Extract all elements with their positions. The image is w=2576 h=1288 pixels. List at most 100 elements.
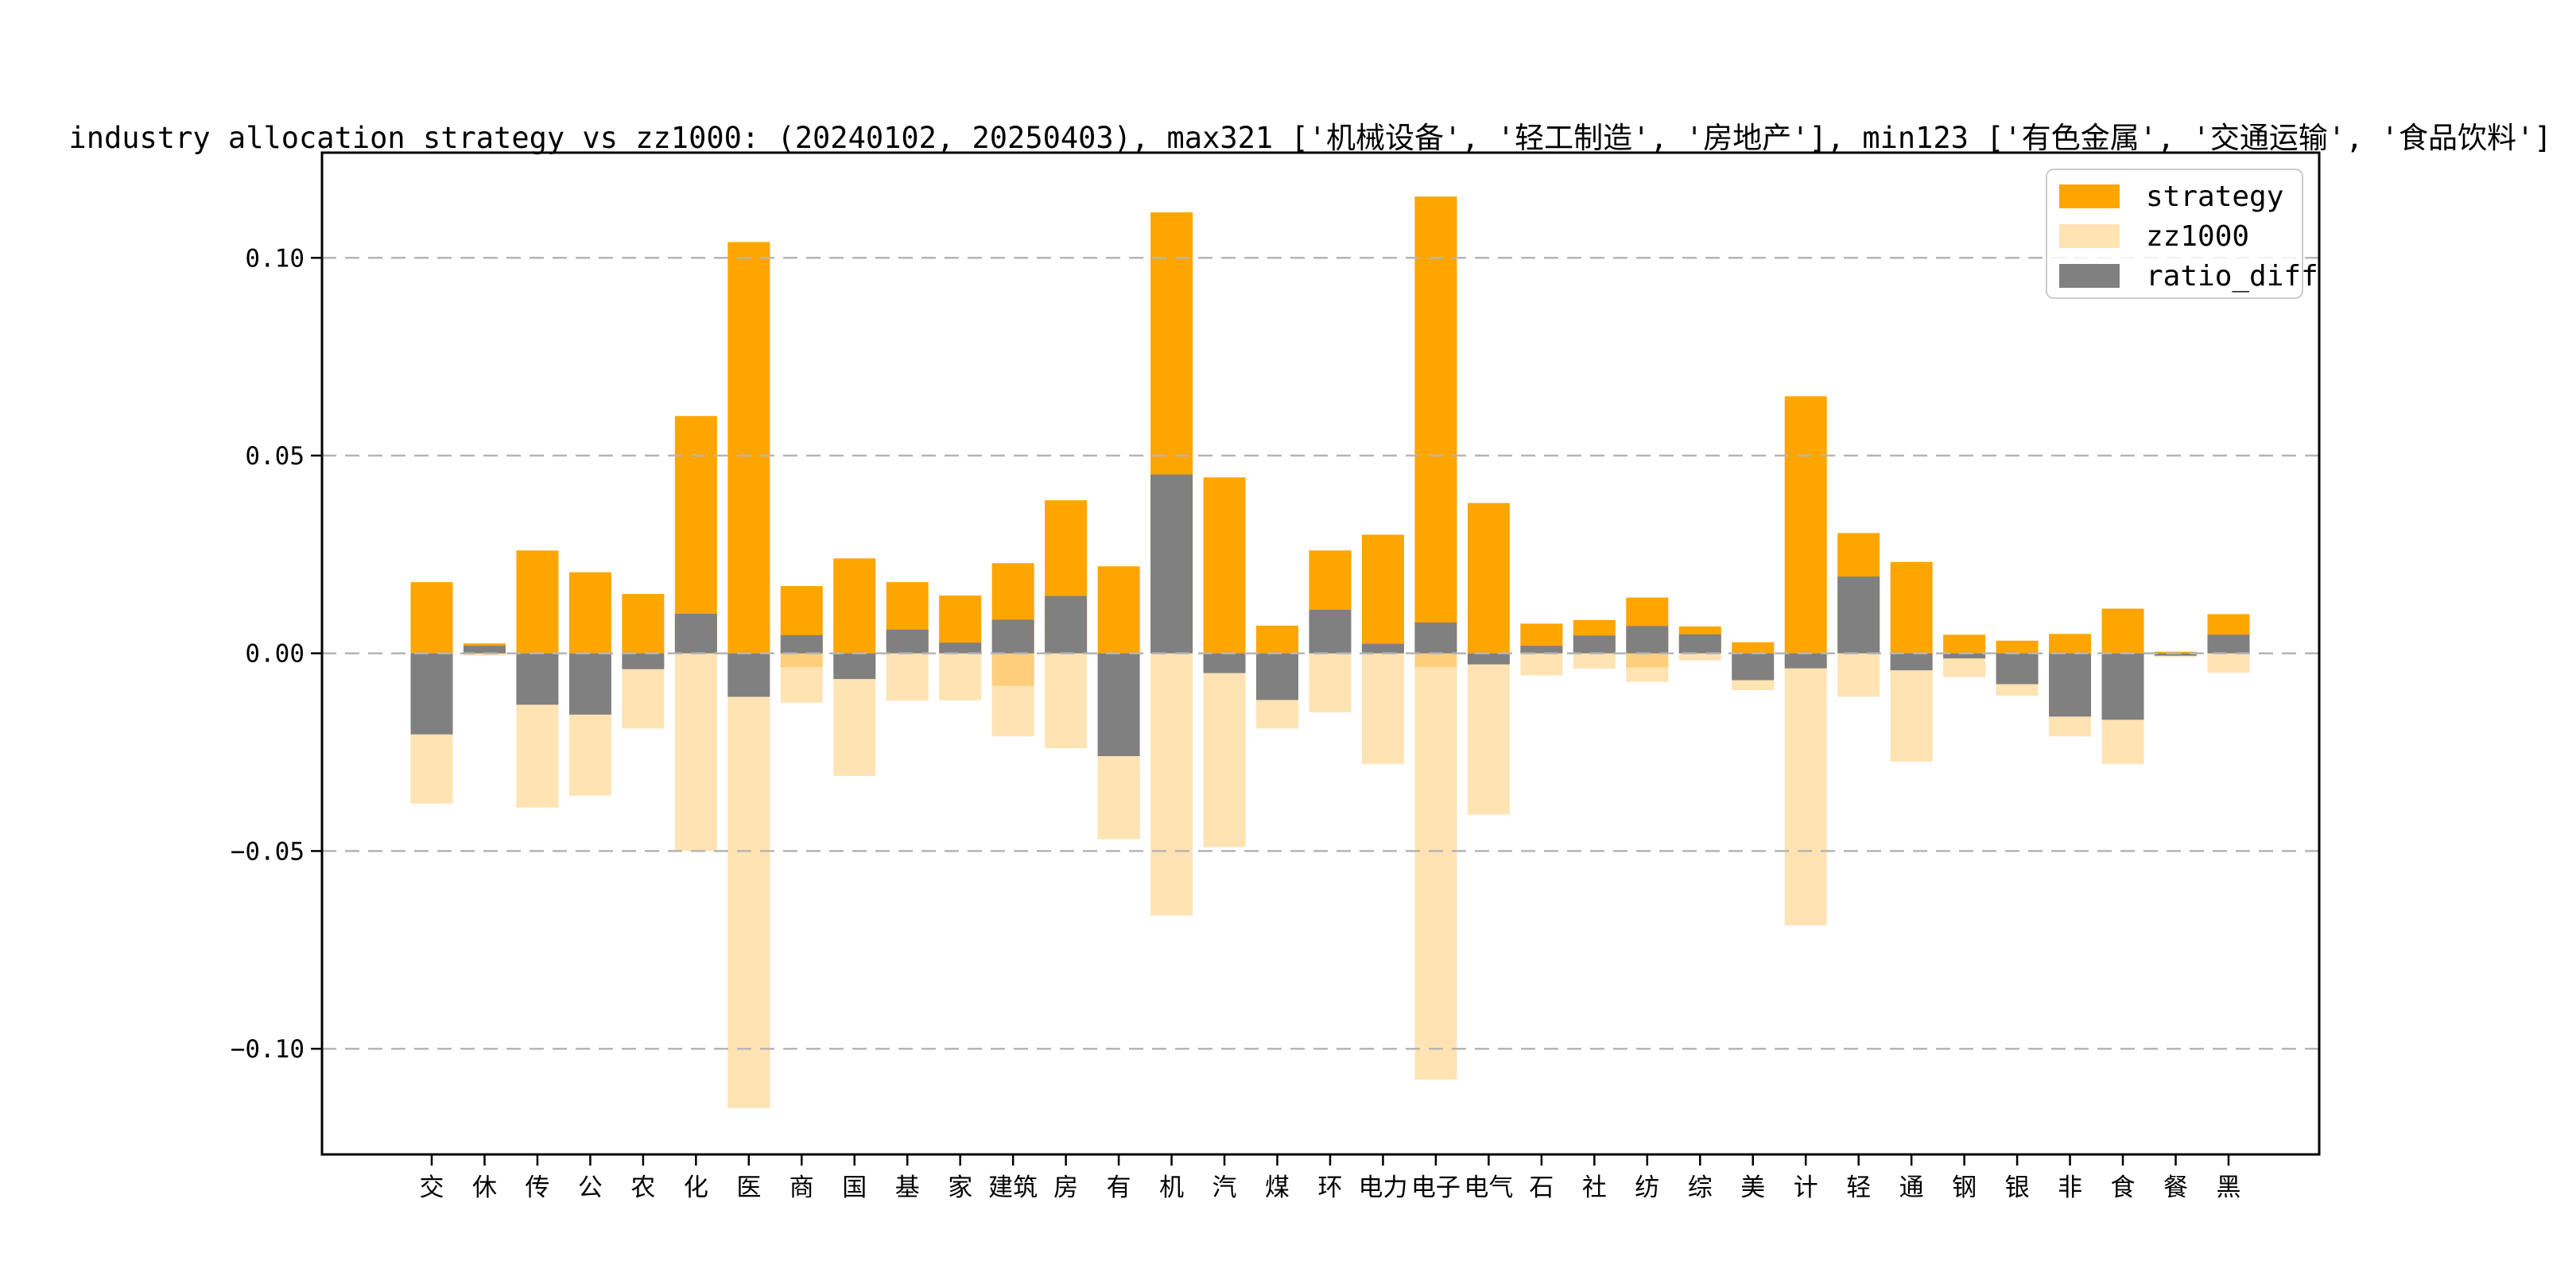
bar-zz1000-通: [1890, 653, 1933, 762]
bar-ratio-diff-餐: [2155, 653, 2198, 656]
bar-strategy-电气: [1467, 502, 1510, 654]
bar-strategy-煤: [1256, 625, 1299, 654]
bar-zz1000-基: [886, 653, 929, 701]
x-tick-label-传: 传: [525, 1174, 549, 1202]
bar-ratio-diff-农: [622, 653, 665, 669]
bar-zz1000-家: [939, 653, 982, 700]
bar-ratio-diff-国: [833, 653, 876, 680]
x-tick-label-建筑: 建筑: [988, 1174, 1038, 1202]
bar-ratio-diff-机: [1150, 474, 1193, 654]
bar-overlap-电子: [1414, 653, 1457, 668]
x-tick-label-机: 机: [1159, 1174, 1184, 1202]
bar-zz1000-机: [1150, 653, 1193, 916]
bar-zz1000-黑: [2207, 653, 2250, 673]
bar-ratio-diff-非: [2049, 653, 2092, 717]
x-tick-label-房: 房: [1053, 1174, 1078, 1202]
x-tick-label-纺: 纺: [1635, 1174, 1659, 1202]
legend: strategy zz1000 ratio_diff: [2046, 169, 2318, 299]
bar-zz1000-社: [1573, 653, 1616, 669]
legend-label-ratio-diff: ratio_diff: [2146, 259, 2318, 293]
y-tick-label-−0.05: −0.05: [231, 837, 305, 866]
bar-zz1000-汽: [1203, 653, 1246, 848]
x-tick-label-基: 基: [895, 1174, 920, 1202]
y-tick-label-0.05: 0.05: [245, 442, 305, 471]
x-tick-label-汽: 汽: [1212, 1174, 1237, 1202]
y-tick-label-0.00: 0.00: [245, 640, 305, 669]
bar-overlap-商: [780, 653, 823, 668]
legend-label-zz1000: zz1000: [2146, 219, 2250, 253]
x-tick-label-公: 公: [578, 1174, 603, 1202]
bar-strategy-传: [516, 550, 559, 654]
x-tick-label-有: 有: [1107, 1174, 1131, 1202]
bar-strategy-汽: [1203, 477, 1246, 654]
x-tick-label-美: 美: [1740, 1174, 1765, 1202]
y-tick-label-−0.10: −0.10: [231, 1035, 305, 1064]
x-tick-label-餐: 餐: [2163, 1174, 2188, 1202]
x-tick-label-计: 计: [1794, 1174, 1818, 1202]
legend-item-zz1000: zz1000: [2047, 216, 2302, 256]
x-tick-label-银: 银: [2005, 1174, 2030, 1202]
bar-strategy-钢: [1943, 634, 1986, 654]
bar-ratio-diff-公: [568, 653, 611, 715]
bar-ratio-diff-电气: [1467, 653, 1510, 665]
bar-ratio-diff-食: [2101, 653, 2144, 720]
bar-ratio-diff-化: [674, 613, 717, 654]
x-tick-label-交: 交: [420, 1174, 444, 1202]
x-tick-label-环: 环: [1317, 1174, 1342, 1202]
bar-ratio-diff-传: [516, 653, 559, 705]
x-tick-label-化: 化: [684, 1174, 708, 1202]
bar-zz1000-轻: [1837, 653, 1880, 697]
bar-ratio-diff-银: [1996, 653, 2039, 685]
legend-swatch-strategy-icon: [2059, 184, 2120, 208]
bar-ratio-diff-环: [1309, 609, 1352, 654]
bar-ratio-diff-有: [1097, 653, 1140, 757]
bar-strategy-农: [622, 594, 665, 654]
legend-swatch-zz1000-icon: [2059, 224, 2120, 248]
bar-ratio-diff-交: [410, 653, 453, 735]
bar-ratio-diff-医: [727, 653, 770, 697]
bar-ratio-diff-家: [939, 642, 982, 654]
bar-ratio-diff-休: [463, 646, 506, 654]
bar-ratio-diff-社: [1573, 635, 1616, 654]
x-tick-label-家: 家: [948, 1174, 972, 1202]
x-tick-label-农: 农: [630, 1174, 655, 1202]
bar-strategy-电力: [1361, 534, 1404, 654]
bar-strategy-非: [2049, 634, 2092, 654]
bar-ratio-diff-基: [886, 629, 929, 654]
bar-ratio-diff-石: [1520, 646, 1563, 654]
bar-ratio-diff-煤: [1256, 653, 1299, 700]
bar-ratio-diff-通: [1890, 653, 1933, 671]
bar-ratio-diff-计: [1784, 653, 1827, 669]
bar-ratio-diff-电力: [1361, 643, 1404, 654]
x-tick-label-煤: 煤: [1265, 1174, 1290, 1202]
x-tick-label-电气: 电气: [1464, 1174, 1513, 1202]
bar-zz1000-计: [1784, 653, 1827, 925]
bar-strategy-电子: [1414, 196, 1457, 654]
legend-label-strategy: strategy: [2146, 180, 2284, 213]
bar-strategy-国: [833, 558, 876, 654]
x-tick-label-轻: 轻: [1846, 1174, 1871, 1202]
bar-zz1000-化: [674, 653, 717, 852]
bar-strategy-公: [568, 572, 611, 654]
bar-overlap-建筑: [991, 653, 1034, 686]
x-tick-label-通: 通: [1899, 1174, 1924, 1202]
bar-strategy-通: [1890, 561, 1933, 654]
x-tick-label-黑: 黑: [2216, 1174, 2240, 1202]
x-tick-label-休: 休: [472, 1174, 497, 1202]
x-tick-label-石: 石: [1529, 1174, 1554, 1202]
bar-ratio-diff-房: [1045, 596, 1088, 654]
x-tick-label-电子: 电子: [1411, 1174, 1461, 1202]
x-tick-label-综: 综: [1688, 1174, 1713, 1202]
bar-ratio-diff-黑: [2207, 634, 2250, 654]
x-tick-label-医: 医: [736, 1174, 761, 1202]
x-tick-label-商: 商: [789, 1174, 814, 1202]
bar-ratio-diff-汽: [1203, 653, 1246, 673]
x-tick-label-食: 食: [2111, 1174, 2136, 1202]
bar-zz1000-房: [1045, 653, 1088, 749]
legend-item-strategy: strategy: [2047, 177, 2302, 216]
bar-strategy-计: [1784, 396, 1827, 654]
bar-ratio-diff-钢: [1943, 653, 1986, 659]
x-tick-label-电力: 电力: [1358, 1174, 1407, 1202]
